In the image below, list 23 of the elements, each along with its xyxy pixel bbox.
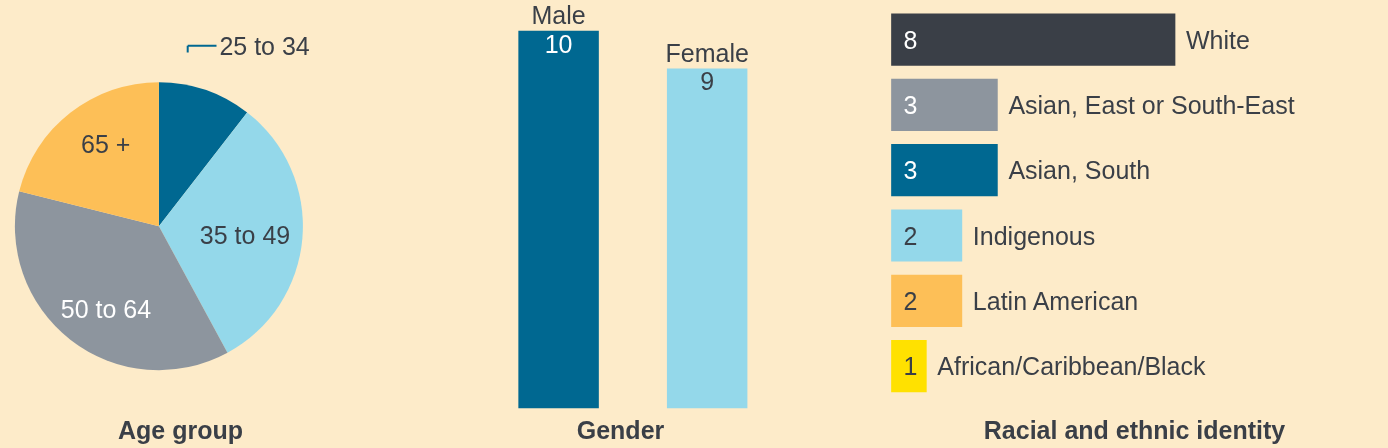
slice-label: 65 + xyxy=(81,130,131,159)
y-tick-label: Indigenous xyxy=(972,221,1096,250)
text: Racial and ethnic identity xyxy=(983,415,1286,444)
data-label: 9 xyxy=(700,67,715,96)
text: Gender xyxy=(576,415,665,444)
data-label: 2 xyxy=(903,221,918,250)
text: Age group xyxy=(118,415,244,444)
y-tick-label: Asian, East or South-East xyxy=(1008,90,1295,119)
legend-label: 25 to 34 xyxy=(219,31,310,60)
y-tick-label: African/Caribbean/Black xyxy=(937,352,1207,381)
data-label: 1 xyxy=(903,352,918,381)
slice-label: 35 to 49 xyxy=(199,220,291,249)
y-tick-label: Latin American xyxy=(972,286,1139,315)
data-label: 3 xyxy=(903,156,918,185)
y-tick-label: Asian, South xyxy=(1008,156,1151,185)
y-tick-label: White xyxy=(1186,25,1250,54)
data-label: 8 xyxy=(903,25,918,54)
data-label: 3 xyxy=(903,90,918,119)
slice-label: 50 to 64 xyxy=(60,294,152,323)
x-tick-label: Male xyxy=(531,0,586,29)
x-tick-label: Female xyxy=(665,38,749,67)
data-label: 10 xyxy=(544,29,573,58)
data-label: 2 xyxy=(903,286,918,315)
